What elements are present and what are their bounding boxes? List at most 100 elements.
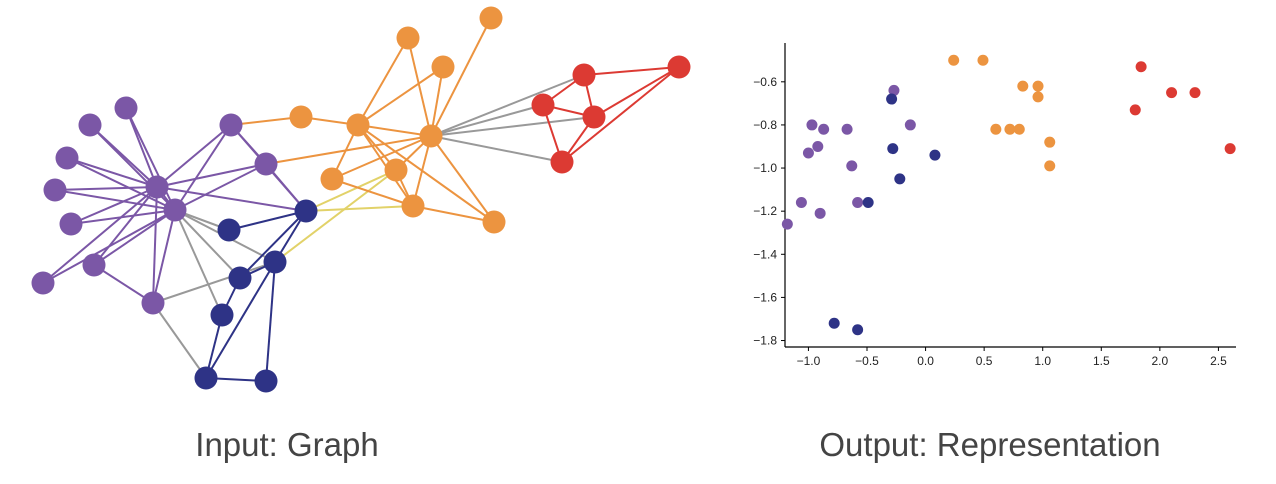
scatter-point — [1044, 160, 1056, 172]
graph-node — [531, 93, 555, 117]
scatter-point — [904, 119, 916, 131]
x-axis-ticks: −1.0 −0.5 0.0 0.5 1.0 1.5 2.0 2.5 — [797, 347, 1227, 368]
scatter-point — [990, 123, 1002, 135]
graph-edge — [93, 264, 154, 304]
scatter-point — [781, 218, 793, 230]
scatter-point — [806, 119, 818, 131]
graph-node — [263, 250, 287, 274]
y-tick-label: −1.4 — [753, 247, 777, 261]
graph-node — [228, 266, 252, 290]
graph-node — [43, 178, 67, 202]
graph-edge — [357, 124, 495, 223]
scatter-point — [1224, 143, 1236, 155]
graph-edge — [305, 205, 414, 212]
scatter-point — [852, 324, 864, 336]
x-tick-label: 1.5 — [1093, 354, 1110, 368]
graph-node — [550, 150, 574, 174]
graph-edge — [430, 17, 492, 137]
graph-node — [194, 366, 218, 390]
graph-edge — [305, 169, 397, 212]
output-representation-scatter: −1.0 −0.5 0.0 0.5 1.0 1.5 2.0 2.5 −0.6−0.8−1.0−… — [753, 43, 1236, 368]
scatter-point — [852, 197, 864, 209]
graph-node — [210, 303, 234, 327]
x-tick-label: 0.5 — [976, 354, 993, 368]
scatter-point — [948, 54, 960, 66]
scatter-point — [886, 93, 898, 105]
graph-node — [114, 96, 138, 120]
graph-edge — [230, 116, 302, 126]
graph-edge — [561, 66, 680, 163]
scatter-point — [841, 123, 853, 135]
graph-edge — [70, 209, 176, 225]
graph-edge — [430, 116, 595, 137]
graph-edge — [152, 209, 176, 304]
graph-edge — [70, 186, 158, 225]
graph-edge — [265, 135, 432, 165]
graph-node — [384, 158, 408, 182]
graph-edge — [174, 209, 223, 316]
scatter-point — [828, 317, 840, 329]
y-tick-label: −0.6 — [753, 75, 777, 89]
graph-edge — [357, 124, 432, 137]
y-tick-label: −1.6 — [753, 290, 777, 304]
graph-edge — [93, 209, 176, 266]
graph-edge — [430, 104, 544, 137]
graph-edge — [228, 210, 307, 231]
graph-node — [145, 175, 169, 199]
graph-node — [31, 271, 55, 295]
graph-node — [346, 113, 370, 137]
graph-edge — [42, 209, 176, 284]
graph-edge — [239, 210, 307, 279]
graph-edge — [152, 302, 207, 379]
scatter-point — [977, 54, 989, 66]
graph-node — [582, 105, 606, 129]
graph-node — [431, 55, 455, 79]
graph-edge — [93, 186, 158, 266]
output-representation-caption: Output: Representation — [819, 426, 1161, 463]
graph-node — [479, 6, 503, 30]
x-tick-label: 2.0 — [1152, 354, 1169, 368]
graph-node — [294, 199, 318, 223]
scatter-point — [1129, 104, 1141, 116]
graph-edge — [125, 107, 176, 211]
graph-edge — [583, 66, 680, 76]
graph-edge — [205, 261, 276, 379]
scatter-point — [1166, 87, 1178, 99]
graph-node — [254, 152, 278, 176]
scatter-point — [1032, 91, 1044, 103]
scatter-point — [894, 173, 906, 185]
graph-node — [482, 210, 506, 234]
graph-node — [401, 194, 425, 218]
graph-edge — [357, 37, 409, 126]
scatter-point — [1044, 136, 1056, 148]
graph-node — [217, 218, 241, 242]
graph-edge — [430, 135, 563, 163]
x-tick-label: 0.0 — [917, 354, 934, 368]
graph-edge — [430, 74, 585, 137]
scatter-axes — [784, 43, 1236, 348]
graph-node — [219, 113, 243, 137]
scatter-point — [802, 147, 814, 159]
scatter-point — [887, 143, 899, 155]
x-tick-label: −0.5 — [855, 354, 879, 368]
graph-node — [78, 113, 102, 137]
scatter-point — [1013, 123, 1025, 135]
graph-edge — [54, 189, 176, 211]
graph-edge — [156, 163, 267, 188]
graph-node — [572, 63, 596, 87]
graph-node — [419, 124, 443, 148]
graph-edge — [66, 157, 158, 188]
scatter-point — [1017, 80, 1029, 92]
y-tick-label: −1.8 — [753, 334, 777, 348]
graph-nodes — [31, 6, 691, 393]
graph-node — [82, 253, 106, 277]
x-tick-label: 1.0 — [1034, 354, 1051, 368]
graph-node — [59, 212, 83, 236]
scatter-point — [812, 140, 824, 152]
graph-edge — [331, 135, 432, 180]
graph-edge — [274, 169, 397, 263]
x-tick-label: 2.5 — [1210, 354, 1227, 368]
graph-edge — [430, 66, 444, 137]
y-tick-label: −1.2 — [753, 204, 777, 218]
graph-edge — [174, 163, 267, 211]
